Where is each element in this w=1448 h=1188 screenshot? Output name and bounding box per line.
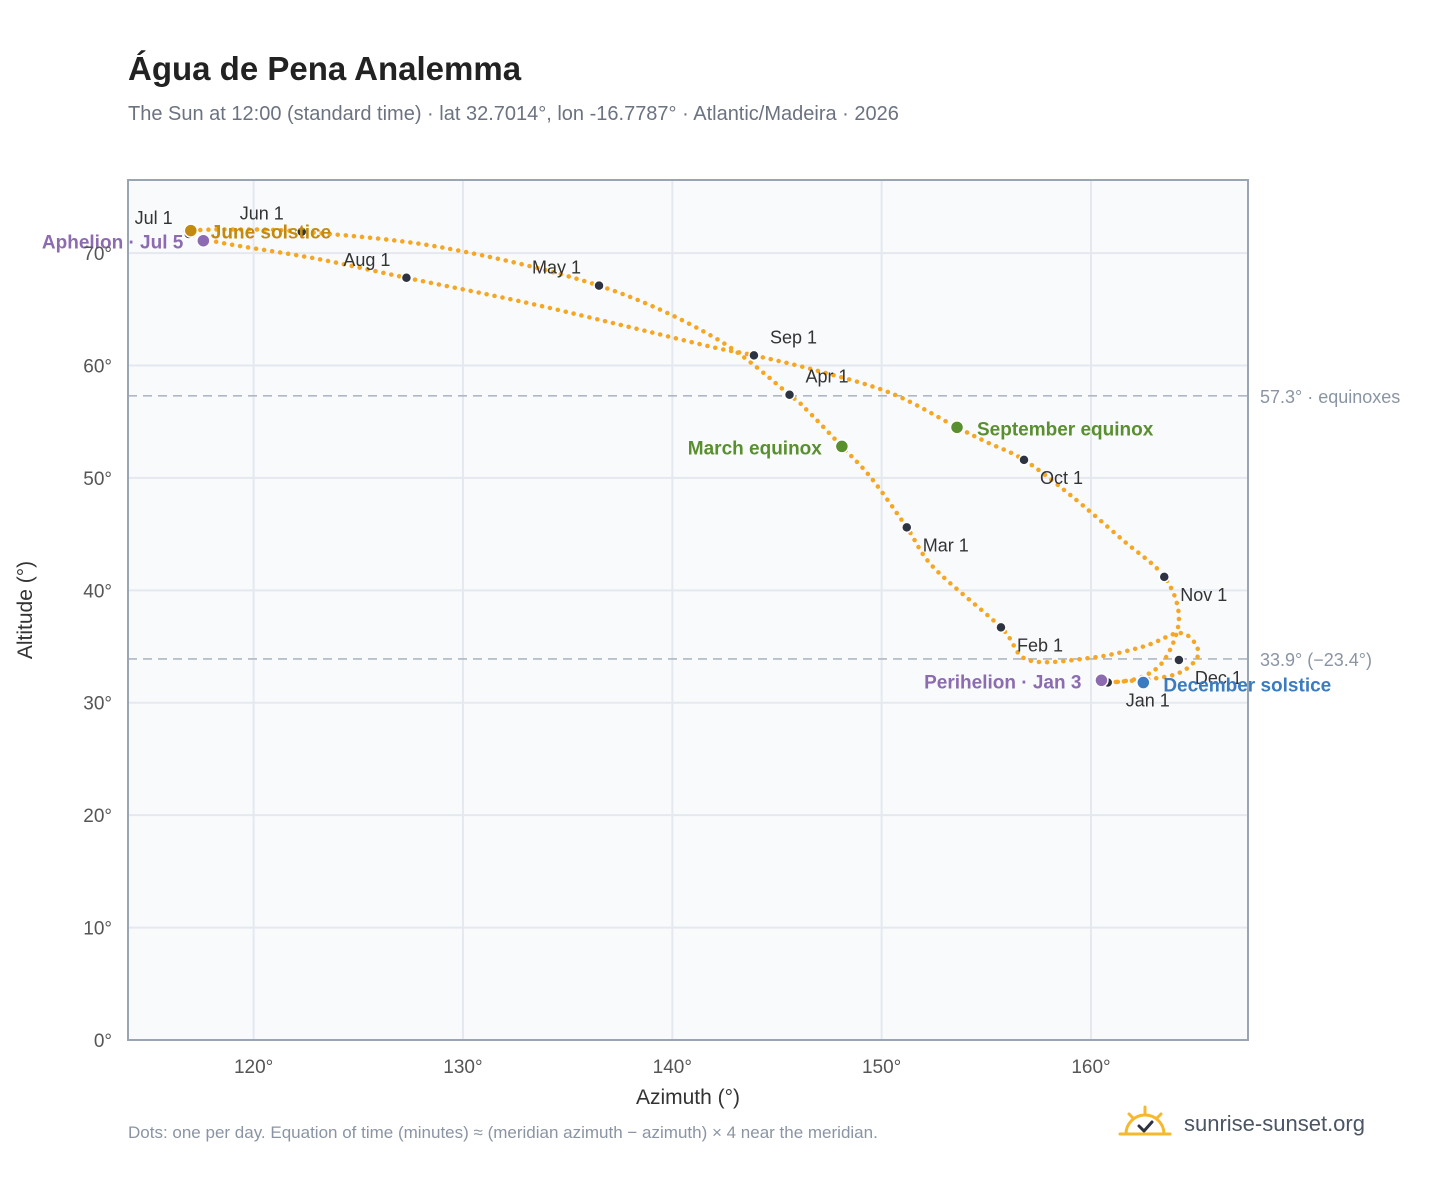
page-title: Água de Pena Analemma: [128, 50, 522, 87]
month-marker-label: Apr 1: [806, 367, 849, 387]
month-marker-label: Mar 1: [923, 535, 969, 555]
y-tick-label: 40°: [83, 581, 112, 602]
y-axis-ticks: 0° 10° 20° 30° 40° 50° 60° 70°: [83, 244, 112, 1052]
page-subtitle: The Sun at 12:00 (standard time) · lat 3…: [128, 103, 899, 125]
event-marker: [949, 420, 965, 435]
sun-logo-icon: [1118, 1105, 1172, 1136]
event-marker: [196, 233, 211, 248]
x-tick-label: 150°: [862, 1057, 901, 1078]
reference-lines: 57.3° · equinoxes 33.9° (−23.4°): [128, 387, 1400, 670]
reference-line-label: 33.9° (−23.4°): [1260, 650, 1372, 670]
month-marker: [1173, 654, 1185, 666]
plot-background: [128, 180, 1248, 1040]
month-marker: [400, 272, 413, 284]
month-marker: [1018, 454, 1030, 466]
month-marker-label: May 1: [532, 258, 581, 278]
month-marker: [1158, 571, 1171, 583]
x-axis-title: Azimuth (°): [636, 1086, 740, 1109]
event-markers: March equinox September equinox June solst…: [42, 223, 1331, 697]
month-marker-label: Jul 1: [135, 208, 173, 228]
month-marker: [296, 225, 308, 238]
event-marker: [183, 223, 199, 238]
brand-name: sunrise-sunset.org: [1184, 1111, 1365, 1136]
event-marker: [1094, 673, 1109, 688]
event-label: March equinox: [688, 438, 823, 459]
month-marker: [783, 388, 796, 401]
x-tick-label: 160°: [1071, 1057, 1110, 1078]
x-tick-label: 120°: [234, 1057, 273, 1078]
brand-logo[interactable]: sunrise-sunset.org: [1118, 1100, 1365, 1148]
month-marker-label: Jan 1: [1126, 691, 1170, 711]
y-tick-label: 10°: [83, 919, 112, 940]
footnote: Dots: one per day. Equation of time (min…: [128, 1123, 878, 1142]
y-tick-label: 20°: [83, 806, 112, 827]
event-marker: [834, 439, 850, 454]
reference-line-label: 57.3° · equinoxes: [1260, 387, 1400, 407]
month-marker: [901, 521, 913, 534]
y-tick-label: 50°: [83, 469, 112, 490]
month-marker-label: Nov 1: [1180, 585, 1227, 605]
x-axis-ticks: 120° 130° 140° 150° 160°: [234, 1057, 1111, 1078]
month-marker-label: Dec 1: [1195, 668, 1242, 688]
y-tick-label: 60°: [83, 356, 112, 377]
y-tick-label: 30°: [83, 694, 112, 715]
y-axis-title: Altitude (°): [14, 561, 37, 659]
month-marker: [748, 349, 760, 362]
event-label: Aphelion · Jul 5: [42, 233, 184, 254]
x-tick-label: 130°: [443, 1057, 482, 1078]
event-marker: [1136, 675, 1151, 690]
month-marker: [593, 279, 605, 292]
event-label: Perihelion · Jan 3: [924, 672, 1081, 693]
month-marker-label: Sep 1: [770, 327, 817, 347]
event-label: September equinox: [977, 419, 1154, 440]
event-label: June solstice: [211, 223, 331, 244]
month-marker: [995, 621, 1007, 634]
month-marker-label: Aug 1: [343, 250, 390, 270]
month-marker-label: Feb 1: [1017, 635, 1063, 655]
month-marker-label: Jun 1: [240, 204, 284, 224]
y-tick-label: 70°: [83, 244, 112, 265]
x-tick-label: 140°: [653, 1057, 692, 1078]
month-marker-label: Oct 1: [1040, 468, 1083, 488]
y-tick-label: 0°: [94, 1031, 112, 1052]
plot-frame: [127, 179, 1249, 1041]
month-markers: Jan 1 Feb 1 Mar 1 Apr 1 May 1 Jun 1 Jul 1 Aug 1…: [135, 204, 1242, 711]
